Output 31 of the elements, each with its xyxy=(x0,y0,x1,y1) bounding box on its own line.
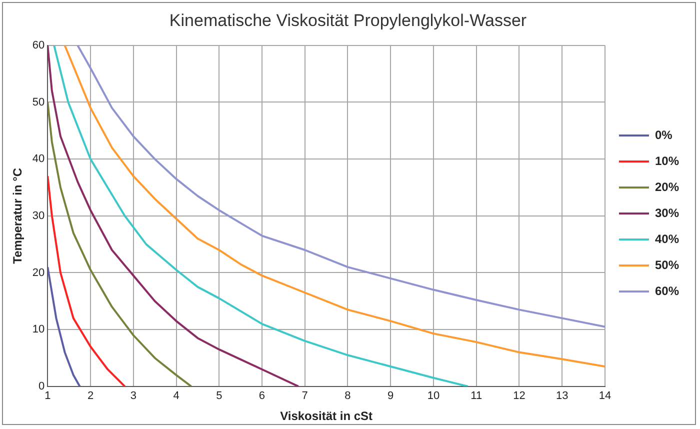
x-tick-label: 3 xyxy=(130,390,136,402)
x-tick-label: 7 xyxy=(302,390,308,402)
y-tick-label: 20 xyxy=(32,266,45,279)
x-tick-label: 2 xyxy=(87,390,94,402)
x-tick-label: 9 xyxy=(388,390,394,402)
x-tick-label: 13 xyxy=(556,390,568,402)
x-tick-label: 12 xyxy=(513,390,526,402)
legend-label: 50% xyxy=(654,258,680,272)
legend-label: 20% xyxy=(654,180,680,194)
x-tick-label: 4 xyxy=(173,390,180,402)
x-tick-label: 1 xyxy=(44,390,51,402)
x-tick-label: 10 xyxy=(427,390,440,402)
chart-title: Kinematische Viskosität Propylenglykol-Wasser xyxy=(169,10,527,30)
x-axis-title: Viskosität in cSt xyxy=(280,409,373,424)
legend-label: 10% xyxy=(654,154,680,168)
y-tick-label: 40 xyxy=(32,153,45,166)
x-tick-label: 8 xyxy=(344,390,351,402)
x-tick-label: 5 xyxy=(216,390,222,402)
x-tick-label: 11 xyxy=(470,390,482,402)
y-tick-label: 10 xyxy=(32,324,45,336)
y-tick-label: 30 xyxy=(32,210,45,222)
legend-label: 0% xyxy=(654,128,673,142)
legend-label: 40% xyxy=(654,232,680,246)
legend-label: 60% xyxy=(654,284,680,298)
x-tick-label: 14 xyxy=(598,390,612,402)
y-tick-label: 50 xyxy=(32,96,45,108)
y-tick-label: 0 xyxy=(38,380,45,392)
x-tick-label: 6 xyxy=(258,390,266,402)
legend-label: 30% xyxy=(654,206,680,220)
y-tick-label: 60 xyxy=(32,39,45,52)
y-axis-title: Temperatur in °C xyxy=(10,168,25,264)
